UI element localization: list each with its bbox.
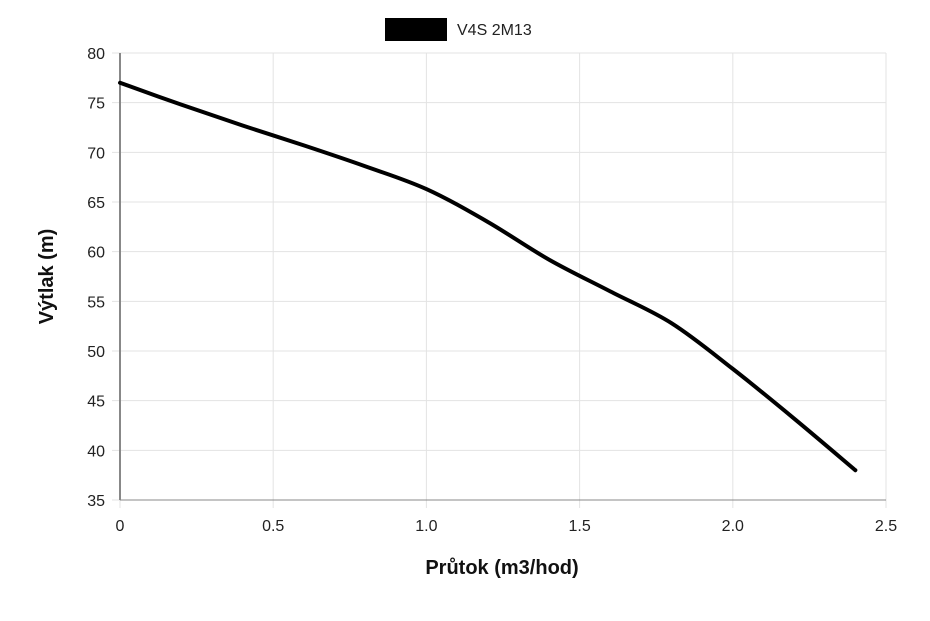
y-tick-label: 65 — [87, 195, 105, 212]
series — [118, 80, 858, 473]
y-tick-label: 35 — [87, 493, 105, 510]
x-tick-label: 2.0 — [722, 518, 744, 535]
y-tick-label: 70 — [87, 145, 105, 162]
x-tick-label: 1.0 — [415, 518, 437, 535]
x-tick-label: 2.5 — [875, 518, 897, 535]
y-tick-label: 60 — [87, 245, 105, 262]
series-line — [118, 80, 858, 473]
y-tick-label: 75 — [87, 96, 105, 113]
x-tick-label: 0.5 — [262, 518, 284, 535]
grid — [112, 52, 887, 508]
legend-swatch — [385, 18, 447, 41]
y-axis-title: Výtlak (m) — [36, 229, 58, 325]
x-tick-label: 0 — [116, 518, 125, 535]
y-tick-label: 55 — [87, 294, 105, 311]
y-tick-label: 45 — [87, 394, 105, 411]
axes — [119, 53, 886, 501]
legend-label: V4S 2M13 — [457, 22, 532, 39]
y-tick-label: 80 — [87, 46, 105, 63]
y-tick-label: 50 — [87, 344, 105, 361]
legend[interactable]: V4S 2M13 — [385, 18, 532, 41]
x-tick-label: 1.5 — [568, 518, 590, 535]
tick-labels: 0 0.5 1.0 1.5 2.0 2.5 35 40 45 50 55 60 65 70 75 80 — [87, 46, 897, 535]
x-axis-title: Průtok (m3/hod) — [425, 557, 578, 579]
y-tick-label: 40 — [87, 443, 105, 460]
